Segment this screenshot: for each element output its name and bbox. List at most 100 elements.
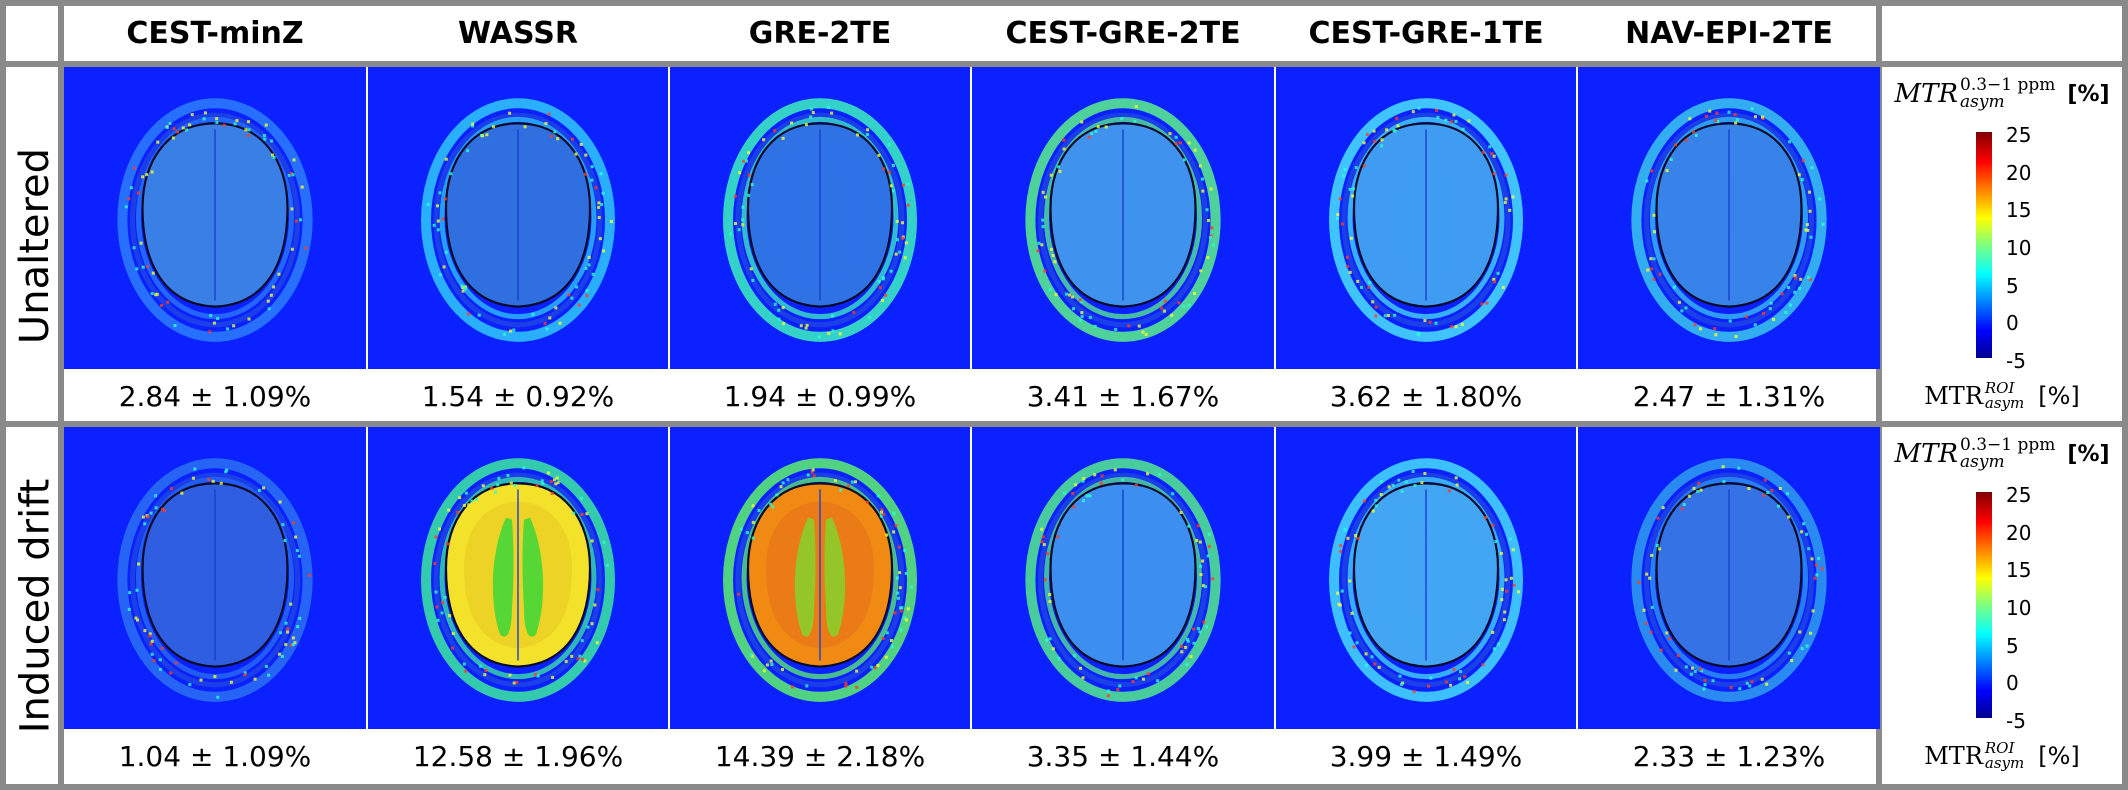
white-matter <box>189 157 241 277</box>
colorbar-footer-scripts: ROI asym <box>1985 741 2024 771</box>
mtr-map-cest-gre-2te-0 <box>972 67 1274 369</box>
colorbar-footer: MTR ROI asym [%] <box>1882 731 2122 781</box>
mtr-map-nav-epi-2te-1 <box>1578 427 1880 729</box>
colorbar-title-scripts: 0.3−1 ppm asym <box>1960 437 2055 471</box>
roi-stat-cest-gre-1te-1: 3.99 ± 1.49% <box>1329 740 1523 773</box>
mtr-map-cest-minz-1 <box>64 427 366 729</box>
grid-hline <box>0 421 2128 427</box>
colorbar-title: MTR 0.3−1 ppm asym [%] <box>1882 71 2122 117</box>
inner-ring <box>439 476 597 680</box>
colorbar-title-sub: asym <box>1960 92 2005 112</box>
colorbar-tick: 20 <box>2006 160 2032 185</box>
colorbar-footer-sub: asym <box>1984 394 2025 412</box>
colorbar-footer-unit: [%] <box>2038 742 2080 770</box>
scalp-ring <box>1631 98 1827 342</box>
colorbar-tick: 10 <box>2006 236 2032 260</box>
skull-gap <box>1643 472 1815 688</box>
row-label-text: Unaltered <box>12 147 58 344</box>
colorbar-footer: MTR ROI asym [%] <box>1882 371 2122 421</box>
row-label-1: Induced drift <box>6 427 64 784</box>
column-header-gre-2te: GRE-2TE <box>748 16 892 51</box>
roi-stat-cest-gre-1te-0: 3.62 ± 1.80% <box>1329 380 1523 413</box>
colorbar-tick: 25 <box>2006 483 2032 507</box>
mtr-map-nav-epi-2te-0 <box>1578 67 1880 369</box>
colorbar-tick: 5 <box>2006 633 2019 658</box>
grid-hline <box>0 0 2128 6</box>
mtr-map-gre-2te-0 <box>670 67 970 369</box>
scalp-ring <box>421 458 615 702</box>
colorbar-footer-unit: [%] <box>2038 382 2080 410</box>
mtr-map-cest-minz-0 <box>64 67 366 369</box>
colorbar-tick: 25 <box>2006 123 2032 147</box>
column-header-cest-gre-1te: CEST-GRE-1TE <box>1308 16 1544 51</box>
scalp-ring <box>117 98 313 342</box>
scalp-ring <box>117 458 313 702</box>
white-matter <box>794 517 846 637</box>
grid-vline <box>2122 0 2128 790</box>
roi-stat-wassr-1: 12.58 ± 1.96% <box>412 740 624 773</box>
skull-gap <box>735 112 905 328</box>
scalp-ring <box>1631 458 1827 702</box>
colorbar-tick: 10 <box>2006 596 2032 620</box>
skull-gap <box>129 472 301 688</box>
skull-gap <box>1643 112 1815 328</box>
roi-stat-gre-2te-0: 1.94 ± 0.99% <box>723 380 917 413</box>
inner-ring <box>1649 116 1809 320</box>
white-matter <box>1097 157 1149 277</box>
colorbar-footer-sup: ROI <box>1984 379 2015 397</box>
roi-stat-cest-minz-0: 2.84 ± 1.09% <box>118 380 312 413</box>
colorbar-0: MTR 0.3−1 ppm asym [%] 25 20 15 10 5 0 -5 MTR ROI asy… <box>1882 67 2122 424</box>
inner-ring <box>1649 476 1809 680</box>
grid-hline <box>0 61 2128 67</box>
column-header-cest-gre-2te: CEST-GRE-2TE <box>1005 16 1241 51</box>
grid-vline <box>58 0 64 790</box>
skull-gap <box>433 472 603 688</box>
roi-stat-gre-2te-1: 14.39 ± 2.18% <box>714 740 926 773</box>
roi-stat-nav-epi-2te-1: 2.33 ± 1.23% <box>1632 740 1826 773</box>
row-label-text: Induced drift <box>12 478 59 733</box>
colorbar-footer-sup: ROI <box>1984 739 2015 757</box>
roi-stat-cest-gre-2te-0: 3.41 ± 1.67% <box>1026 380 1220 413</box>
white-matter <box>1097 517 1149 637</box>
scalp-ring <box>1025 458 1221 702</box>
roi-stat-nav-epi-2te-0: 2.47 ± 1.31% <box>1632 380 1826 413</box>
colorbar-1: MTR 0.3−1 ppm asym [%] 25 20 15 10 5 0 -5 MTR ROI asy… <box>1882 427 2122 784</box>
colorbar-gradient <box>1976 132 1992 358</box>
scalp-ring <box>1025 98 1221 342</box>
colorbar-footer-scripts: ROI asym <box>1985 381 2024 411</box>
colorbar-footer-sub: asym <box>1984 754 2025 772</box>
mtr-map-cest-gre-1te-1 <box>1276 427 1576 729</box>
colorbar-title-unit: [%] <box>2067 441 2110 467</box>
colorbar-tick: 15 <box>2006 558 2032 583</box>
colorbar-title-unit: [%] <box>2067 81 2110 107</box>
skull-gap <box>1037 472 1209 688</box>
scalp-ring <box>1329 98 1523 342</box>
colorbar-tick: 0 <box>2006 671 2019 696</box>
mtr-map-gre-2te-1 <box>670 427 970 729</box>
white-matter <box>492 157 544 277</box>
white-matter <box>794 157 846 277</box>
colorbar-tick: 20 <box>2006 520 2032 545</box>
column-header-nav-epi-2te: NAV-EPI-2TE <box>1625 16 1833 51</box>
roi-stat-cest-gre-2te-1: 3.35 ± 1.44% <box>1026 740 1220 773</box>
skull-gap <box>1341 112 1511 328</box>
mtr-map-cest-gre-2te-1 <box>972 427 1274 729</box>
colorbar-tick: 0 <box>2006 311 2019 336</box>
white-matter <box>1400 157 1452 277</box>
colorbar-tick: 5 <box>2006 273 2019 298</box>
column-header-wassr: WASSR <box>458 16 578 51</box>
colorbar-footer-base: MTR <box>1924 382 1983 410</box>
colorbar-title-base: MTR <box>1894 439 1958 469</box>
grid-vline <box>1876 0 1882 790</box>
inner-ring <box>135 116 295 320</box>
skull-gap <box>1037 112 1209 328</box>
inner-ring <box>1347 116 1505 320</box>
colorbar-title-sup: 0.3−1 ppm <box>1960 435 2056 455</box>
skull-gap <box>1341 472 1511 688</box>
skull-gap <box>735 472 905 688</box>
white-matter <box>1400 517 1452 637</box>
roi-stat-cest-minz-1: 1.04 ± 1.09% <box>118 740 312 773</box>
colorbar-title-sup: 0.3−1 ppm <box>1960 75 2056 95</box>
row-label-0: Unaltered <box>6 67 64 424</box>
mtr-map-wassr-1 <box>368 427 668 729</box>
